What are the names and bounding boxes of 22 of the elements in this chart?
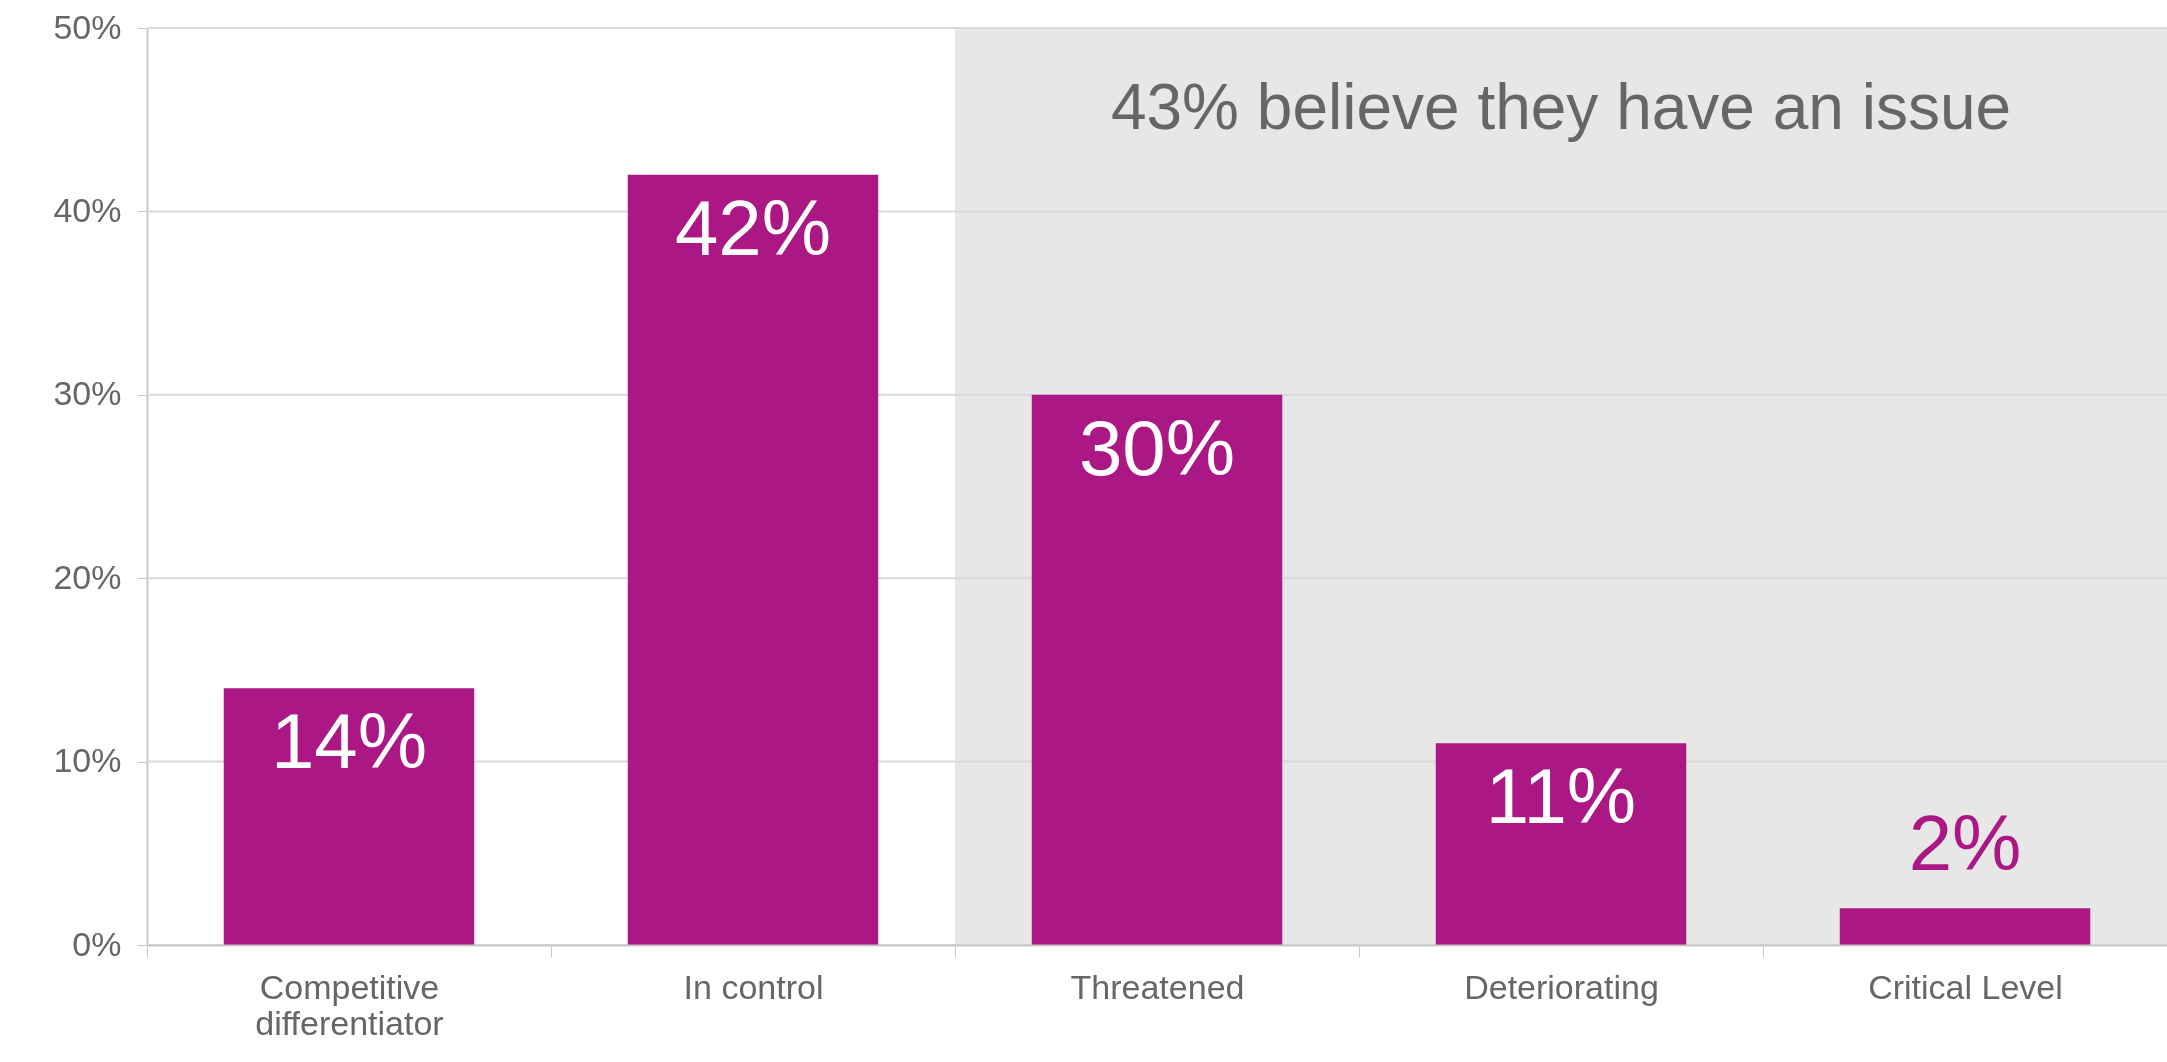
x-tick-label: Critical Level bbox=[1868, 967, 2063, 1006]
data-label: 42% bbox=[674, 183, 832, 272]
data-label: 2% bbox=[1908, 799, 2022, 888]
y-tick-label: 40% bbox=[53, 190, 122, 229]
y-tick-label: 30% bbox=[53, 374, 122, 413]
y-tick-label: 0% bbox=[72, 924, 122, 963]
data-label: 11% bbox=[1485, 752, 1637, 841]
bar bbox=[627, 174, 879, 945]
x-tick-label: Competitive differentiator bbox=[255, 967, 444, 1042]
x-tick-label: Threatened bbox=[1070, 967, 1245, 1006]
y-tick-label: 50% bbox=[53, 7, 122, 46]
data-label: 14% bbox=[270, 697, 428, 786]
data-label: 30% bbox=[1078, 403, 1236, 492]
x-tick-label: In control bbox=[683, 967, 824, 1006]
bar bbox=[1031, 394, 1283, 945]
y-tick-label: 10% bbox=[53, 741, 122, 780]
band-label: 43% believe they have an issue bbox=[1110, 71, 2012, 143]
y-tick-label: 20% bbox=[53, 557, 122, 596]
bar bbox=[1839, 908, 2091, 945]
bar bbox=[1435, 743, 1687, 945]
x-tick-label: Deteriorating bbox=[1464, 967, 1659, 1006]
bar bbox=[223, 688, 475, 945]
